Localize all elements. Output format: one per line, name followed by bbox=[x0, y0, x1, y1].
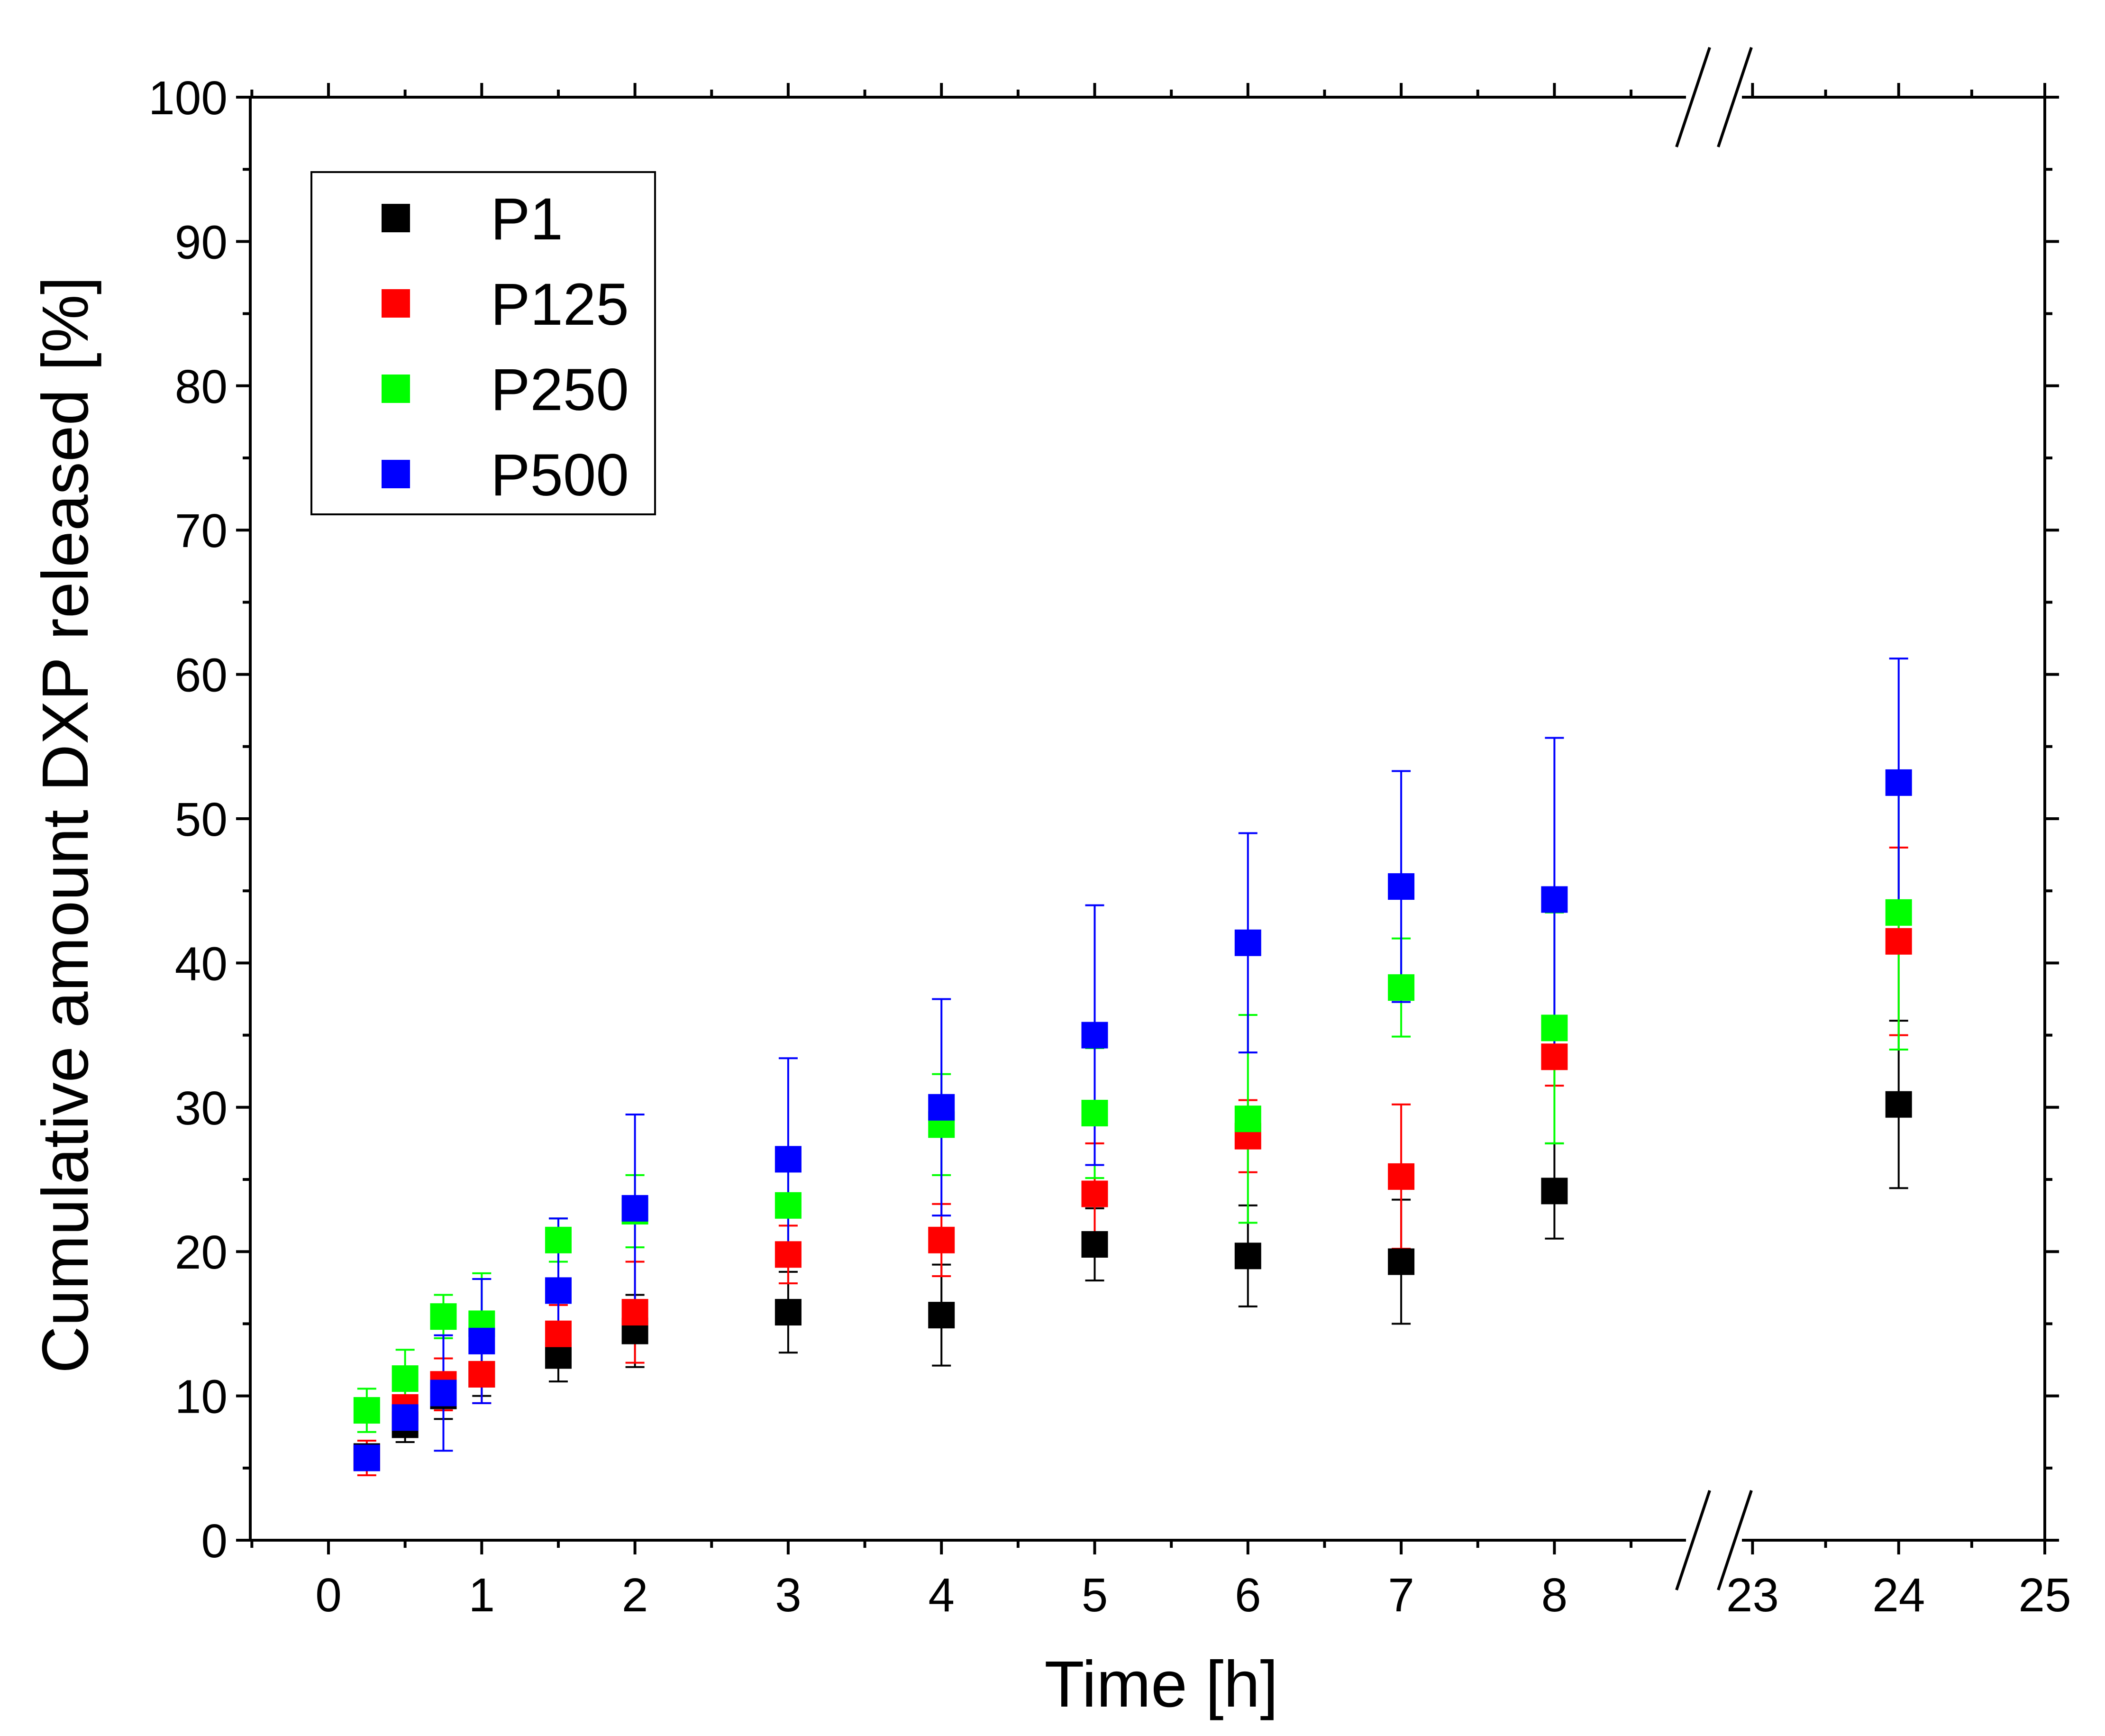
x-axis-title: Time [h] bbox=[1044, 1648, 1278, 1721]
data-point-p250 bbox=[1081, 1099, 1108, 1126]
x-tick-label: 3 bbox=[775, 1569, 802, 1622]
data-point-p1 bbox=[1885, 1091, 1912, 1118]
data-point-p500 bbox=[545, 1277, 572, 1304]
x-tick-label: 8 bbox=[1541, 1569, 1568, 1622]
x-tick-label: 0 bbox=[315, 1569, 342, 1622]
data-point-p250 bbox=[1541, 1014, 1568, 1042]
axis-break-slash-bottom-2 bbox=[1717, 1490, 1753, 1590]
x-tick-label: 6 bbox=[1235, 1569, 1261, 1622]
legend-marker-p500 bbox=[382, 460, 410, 488]
y-tick-label: 0 bbox=[201, 1515, 228, 1568]
x-tick-label: 5 bbox=[1082, 1569, 1108, 1622]
y-tick-label: 40 bbox=[175, 937, 228, 990]
data-point-p500 bbox=[430, 1380, 457, 1407]
data-point-p250 bbox=[430, 1303, 457, 1330]
y-tick-label: 10 bbox=[175, 1371, 228, 1424]
y-tick-label: 100 bbox=[148, 72, 228, 125]
data-point-p500 bbox=[1388, 873, 1415, 900]
y-tick-label: 70 bbox=[175, 504, 228, 557]
legend-box bbox=[310, 171, 656, 515]
data-point-p1 bbox=[1081, 1231, 1108, 1258]
x-tick-label: 24 bbox=[1872, 1569, 1925, 1622]
x-tick-label: 23 bbox=[1726, 1569, 1779, 1622]
legend-marker-p125 bbox=[382, 289, 410, 318]
x-tick-label: 1 bbox=[468, 1569, 495, 1622]
data-point-p500 bbox=[392, 1404, 419, 1431]
x-tick-label: 25 bbox=[2018, 1569, 2071, 1622]
data-point-p500 bbox=[353, 1444, 380, 1471]
legend-label-p125: P125 bbox=[491, 272, 629, 338]
data-point-p250 bbox=[545, 1226, 572, 1253]
data-point-p125 bbox=[1388, 1163, 1415, 1190]
y-tick-label: 50 bbox=[175, 793, 228, 846]
y-tick-label: 30 bbox=[175, 1082, 228, 1135]
data-point-p125 bbox=[1081, 1180, 1108, 1207]
axis-break-slash-top-2 bbox=[1717, 47, 1753, 147]
data-point-p125 bbox=[1541, 1043, 1568, 1070]
data-point-p500 bbox=[775, 1146, 802, 1173]
y-tick-label: 60 bbox=[175, 649, 228, 702]
y-tick-label: 90 bbox=[175, 216, 228, 269]
data-point-p500 bbox=[1081, 1022, 1108, 1049]
legend-marker-p1 bbox=[382, 204, 410, 232]
data-point-p500 bbox=[928, 1094, 955, 1121]
data-points bbox=[353, 769, 1912, 1471]
axis-break-slash-bottom-1 bbox=[1675, 1490, 1711, 1590]
data-point-p125 bbox=[545, 1320, 572, 1347]
data-point-p1 bbox=[1541, 1178, 1568, 1205]
data-point-p1 bbox=[928, 1302, 955, 1329]
data-point-p500 bbox=[1885, 769, 1912, 796]
data-point-p125 bbox=[928, 1226, 955, 1253]
x-tick-label: 2 bbox=[622, 1569, 648, 1622]
data-point-p1 bbox=[775, 1299, 802, 1326]
y-tick-label: 80 bbox=[175, 360, 228, 413]
y-axis-title: Cumulative amount DXP released [%] bbox=[29, 276, 102, 1373]
data-point-p1 bbox=[1388, 1248, 1415, 1275]
legend-label-p1: P1 bbox=[491, 186, 563, 252]
data-point-p250 bbox=[353, 1397, 380, 1424]
data-point-p500 bbox=[468, 1327, 495, 1354]
data-point-p125 bbox=[1885, 928, 1912, 955]
data-point-p250 bbox=[1885, 899, 1912, 926]
x-tick-label: 7 bbox=[1388, 1569, 1414, 1622]
x-tick-label: 4 bbox=[928, 1569, 955, 1622]
data-point-p500 bbox=[1541, 886, 1568, 913]
legend-label-p250: P250 bbox=[491, 357, 629, 423]
data-point-p250 bbox=[1234, 1106, 1261, 1133]
y-tick-label: 20 bbox=[175, 1226, 228, 1279]
legend-marker-p250 bbox=[382, 375, 410, 403]
ticks bbox=[236, 83, 2059, 1554]
data-point-p1 bbox=[1234, 1243, 1261, 1270]
legend-label-p500: P500 bbox=[491, 442, 629, 508]
data-point-p250 bbox=[775, 1192, 802, 1219]
data-point-p250 bbox=[392, 1365, 419, 1392]
data-point-p500 bbox=[1234, 929, 1261, 956]
data-point-p125 bbox=[468, 1361, 495, 1388]
data-point-p250 bbox=[1388, 974, 1415, 1001]
axis-break-slash-top-1 bbox=[1675, 47, 1711, 147]
axis-break bbox=[1675, 47, 1753, 1590]
data-point-p125 bbox=[621, 1299, 648, 1326]
data-point-p500 bbox=[621, 1195, 648, 1222]
legend: P1 P125 P250 P500 bbox=[310, 171, 656, 515]
data-point-p125 bbox=[775, 1241, 802, 1268]
